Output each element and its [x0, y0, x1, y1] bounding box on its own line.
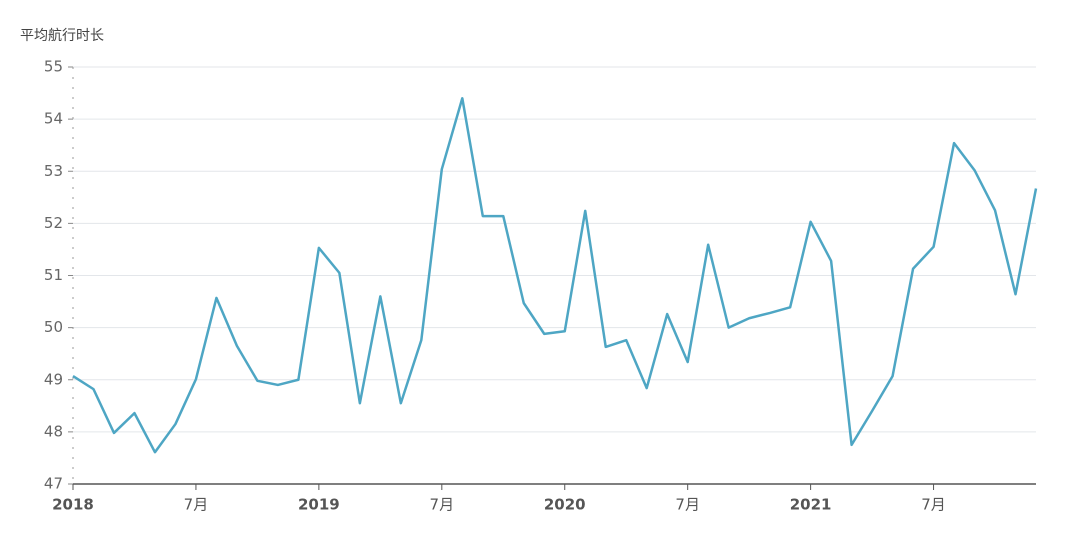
- axis-title: 平均航行时长: [20, 28, 104, 44]
- y-tick-label: 53: [44, 162, 63, 180]
- y-tick-label: 55: [44, 58, 63, 76]
- x-tick-label: 2019: [298, 496, 340, 514]
- y-tick-label: 48: [44, 422, 63, 440]
- y-tick-label: 51: [44, 266, 63, 284]
- y-tick-label: 52: [44, 214, 63, 232]
- x-tick-label: 2018: [52, 496, 94, 514]
- x-tick-label: 7月: [921, 496, 946, 514]
- data-line: [72, 97, 1038, 454]
- y-tick-label: 49: [44, 370, 63, 388]
- y-tick-label: 47: [44, 475, 63, 493]
- x-tick-label: 2021: [790, 496, 832, 514]
- x-tick-label: 7月: [430, 496, 455, 514]
- x-tick-label: 7月: [675, 496, 700, 514]
- y-tick-label: 50: [44, 318, 63, 336]
- x-tick-label: 2020: [544, 496, 586, 514]
- y-tick-label: 54: [44, 110, 63, 128]
- x-tick-label: 7月: [184, 496, 209, 514]
